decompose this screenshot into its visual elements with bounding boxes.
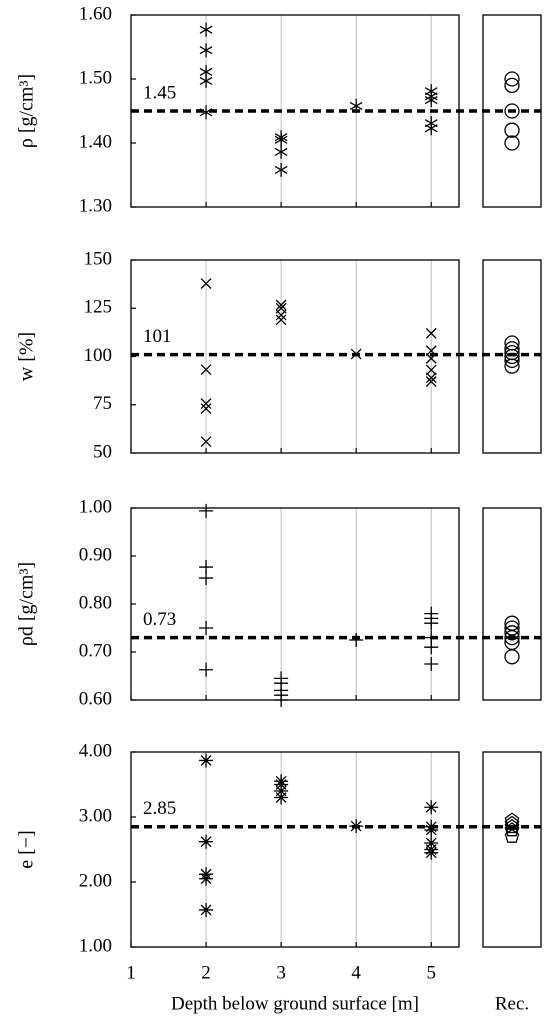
x-axis-label: Depth below ground surface [m] [171,993,419,1014]
y-tick-label: 100 [84,345,113,366]
reference-label: 2.85 [143,798,176,819]
data-point [274,693,289,707]
rec-point [504,103,520,119]
data-point [200,436,212,448]
y-tick-label: 1.50 [79,67,112,88]
y-tick-label: 4.00 [79,740,112,761]
rec-point [504,135,520,151]
y-axis-label: ρd [g/cm³] [16,562,38,646]
x-tick-label: 2 [201,962,211,983]
y-tick-label: 1.00 [79,496,112,517]
y-axis-label: e [−] [16,830,38,868]
data-point [199,902,214,917]
y-tick-label: 2.00 [79,870,112,891]
x-tick-label: 4 [351,962,361,983]
data-point [424,800,439,815]
data-point [199,662,214,677]
data-point [349,633,364,647]
data-point [425,372,437,384]
data-point [424,121,438,136]
data-point [199,22,213,37]
y-tick-label: 0.60 [79,688,112,709]
rec-point [504,629,520,646]
rec-point [504,122,520,138]
y-tick-label: 0.80 [79,592,112,613]
data-point [275,309,287,321]
data-point [424,616,439,631]
x-tick-label: 5 [426,962,436,983]
rec-point [504,71,520,87]
rec-point [504,358,520,374]
y-axis-label: ρ [g/cm³] [16,74,38,148]
data-point [274,132,288,147]
rec-point [504,818,520,834]
data-point [199,43,213,58]
rec-point [504,649,520,665]
data-point [199,621,214,635]
rec-frame [482,751,542,948]
data-point [424,640,439,655]
data-point [200,398,212,410]
x-tick-label: 1 [126,962,136,983]
plot-frame [130,751,460,948]
y-tick-label: 0.90 [79,544,112,565]
data-point [274,790,289,805]
rec-point [504,822,520,837]
data-point [200,364,212,376]
y-tick-label: 150 [84,248,113,269]
data-point [199,834,214,849]
data-point [425,364,437,376]
data-point [424,823,439,837]
plot-frame [130,507,460,701]
data-point [424,845,439,860]
y-tick-label: 75 [93,393,112,414]
data-point [274,162,288,177]
data-point [424,93,438,108]
data-point [425,327,437,339]
data-point [199,503,214,518]
data-point [199,73,213,88]
data-point [275,314,287,326]
y-tick-label: 1.60 [79,3,112,24]
rec-point [504,625,520,641]
rec-point [504,344,520,361]
rec-label: Rec. [495,993,529,1014]
rec-frame [482,259,542,454]
y-tick-label: 1.00 [79,935,112,956]
y-tick-label: 1.30 [79,195,112,216]
data-point [199,571,214,586]
reference-label: 0.73 [143,609,176,630]
data-point [200,278,212,289]
y-tick-label: 125 [84,297,113,318]
plot-frame [130,259,460,454]
data-point [199,753,214,768]
data-point [425,376,437,387]
data-point [275,299,287,311]
data-point [199,871,214,886]
y-tick-label: 0.70 [79,640,112,661]
rec-point [504,348,520,365]
y-tick-label: 3.00 [79,805,112,826]
y-axis-label: w [%] [16,332,38,381]
data-point [424,657,439,671]
rec-point [504,828,520,843]
y-tick-label: 50 [93,441,112,462]
x-tick-label: 3 [276,962,286,983]
reference-label: 1.45 [143,82,176,103]
rec-frame [482,507,542,701]
rec-point [504,77,520,94]
data-point [274,144,288,159]
y-tick-label: 1.40 [79,131,112,152]
reference-label: 101 [143,326,172,347]
data-point [200,403,212,415]
